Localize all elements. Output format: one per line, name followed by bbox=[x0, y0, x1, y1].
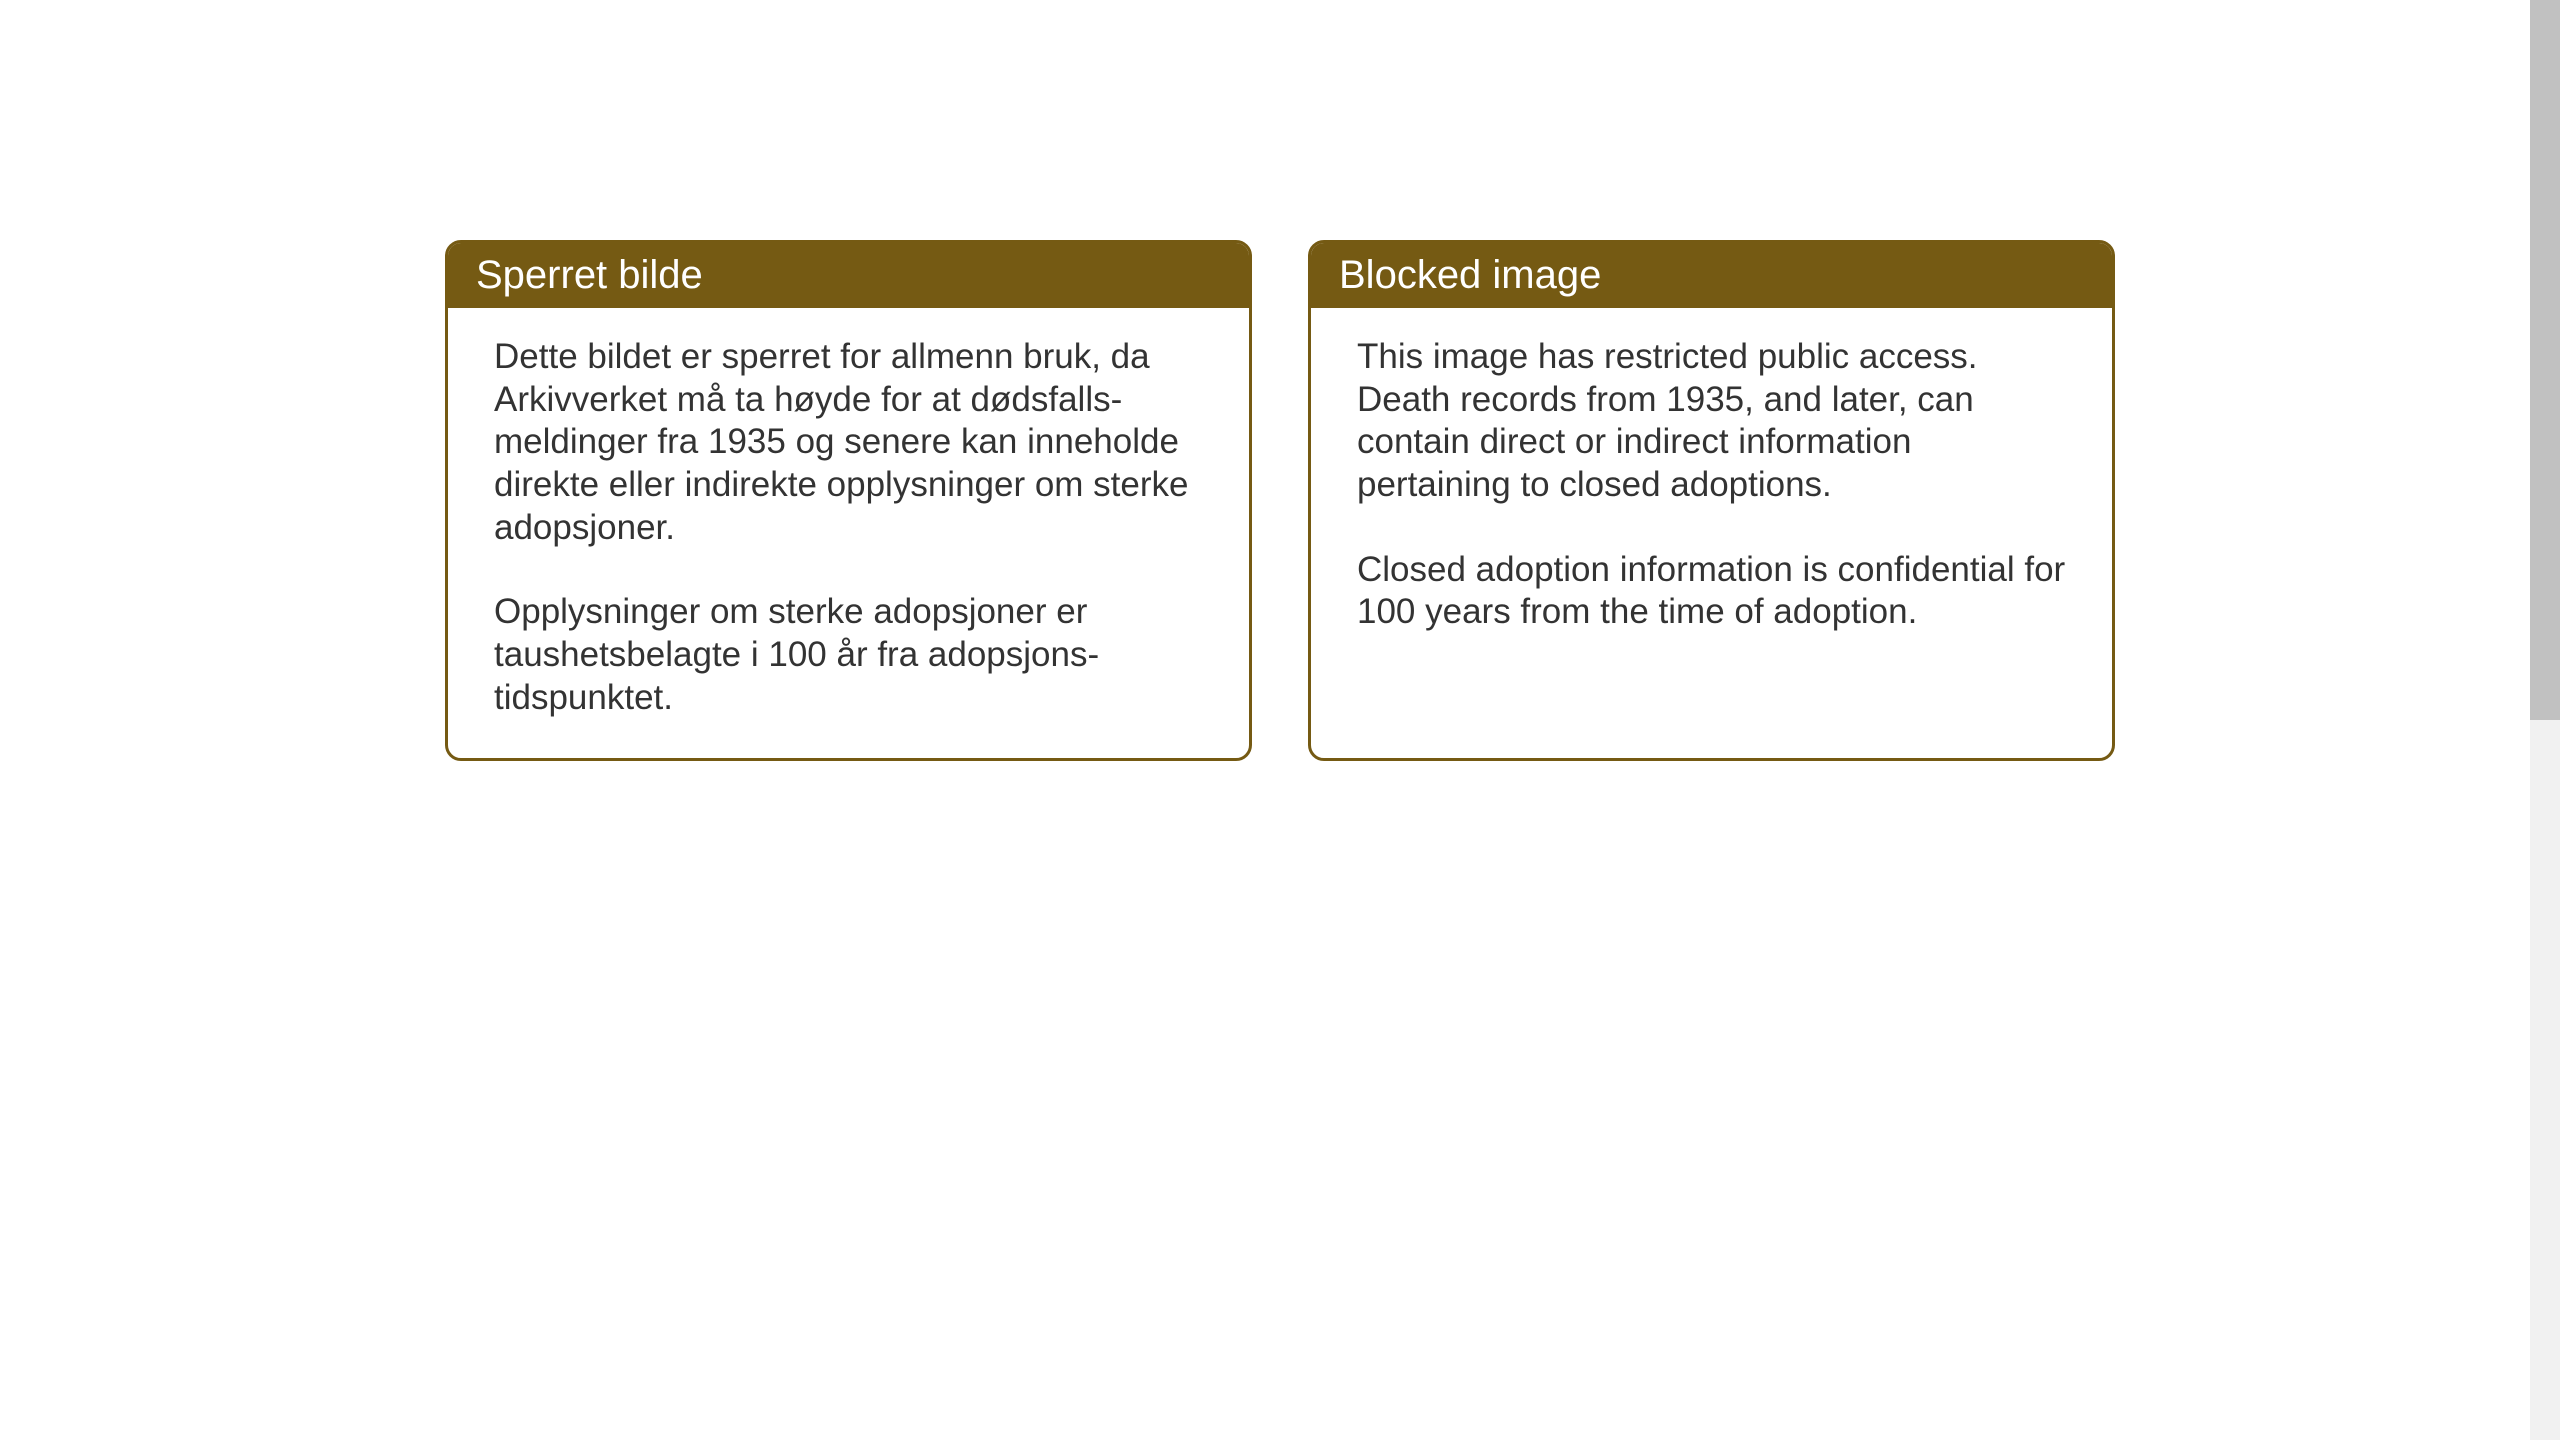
card-header-norwegian: Sperret bilde bbox=[448, 243, 1249, 308]
card-title-english: Blocked image bbox=[1339, 253, 1601, 297]
scrollbar-track[interactable] bbox=[2530, 0, 2560, 1440]
notice-card-norwegian: Sperret bilde Dette bildet er sperret fo… bbox=[445, 240, 1252, 761]
card-title-norwegian: Sperret bilde bbox=[476, 253, 703, 297]
card-paragraph-english-2: Closed adoption information is confident… bbox=[1357, 549, 2066, 634]
notice-card-english: Blocked image This image has restricted … bbox=[1308, 240, 2115, 761]
card-paragraph-english-1: This image has restricted public access.… bbox=[1357, 336, 2066, 507]
card-body-english: This image has restricted public access.… bbox=[1311, 308, 2112, 672]
card-header-english: Blocked image bbox=[1311, 243, 2112, 308]
card-paragraph-norwegian-1: Dette bildet er sperret for allmenn bruk… bbox=[494, 336, 1203, 549]
notice-cards-container: Sperret bilde Dette bildet er sperret fo… bbox=[445, 240, 2115, 761]
card-body-norwegian: Dette bildet er sperret for allmenn bruk… bbox=[448, 308, 1249, 758]
card-paragraph-norwegian-2: Opplysninger om sterke adopsjoner er tau… bbox=[494, 591, 1203, 719]
scrollbar-thumb[interactable] bbox=[2530, 0, 2560, 720]
